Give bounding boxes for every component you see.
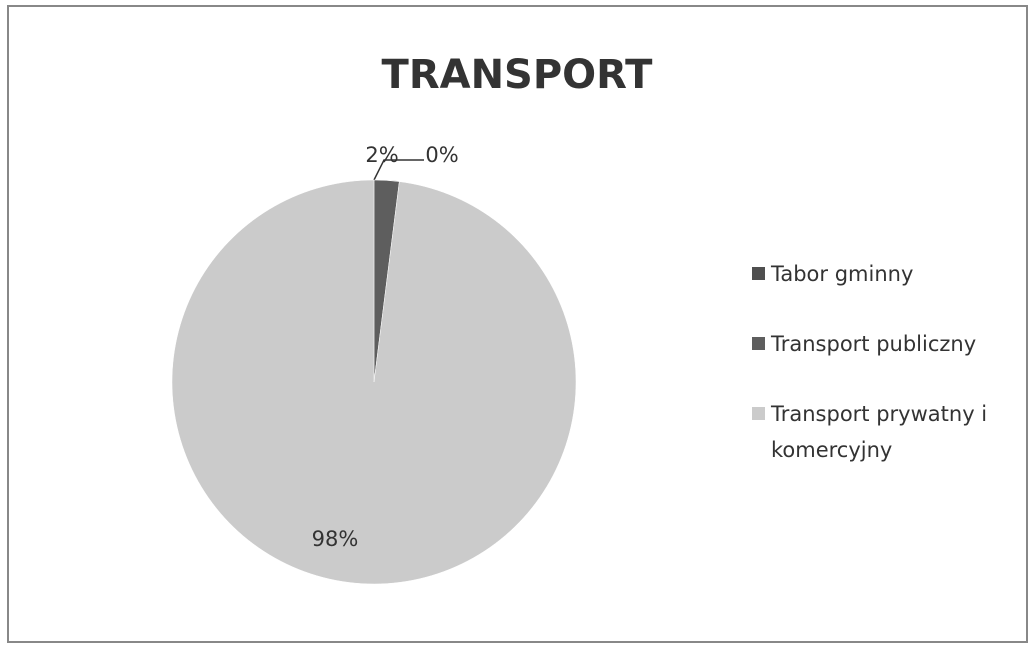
legend-label: Transport prywatny i komercyjny — [771, 402, 988, 462]
legend-item: Transport publiczny — [752, 326, 992, 362]
chart-title: TRANSPORT — [382, 52, 654, 98]
legend-item: Transport prywatny i komercyjny — [752, 396, 992, 468]
legend-label: Tabor gminny — [771, 262, 914, 286]
leader-line — [373, 159, 424, 181]
legend: Tabor gminny Transport publiczny Transport… — [752, 256, 992, 502]
legend-label: Transport publiczny — [771, 332, 977, 356]
legend-swatch — [752, 267, 765, 280]
data-label: 98% — [312, 527, 359, 551]
data-label: 0% — [425, 143, 458, 167]
data-label: 2% — [365, 143, 398, 167]
pie-slice — [171, 179, 577, 585]
legend-swatch — [752, 407, 765, 420]
legend-item: Tabor gminny — [752, 256, 992, 292]
legend-swatch — [752, 337, 765, 350]
